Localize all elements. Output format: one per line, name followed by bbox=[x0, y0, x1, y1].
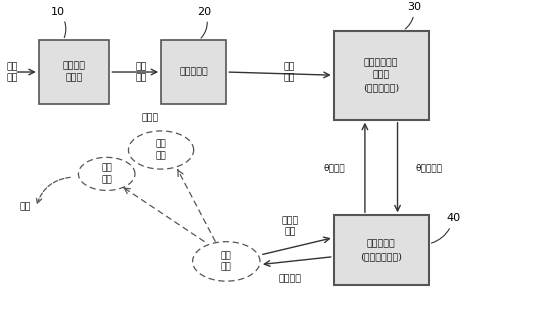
Text: 30: 30 bbox=[405, 2, 421, 29]
Text: 伺服
电机: 伺服 电机 bbox=[156, 140, 166, 160]
Text: 关节
转角: 关节 转角 bbox=[283, 62, 294, 82]
Text: 20: 20 bbox=[197, 6, 211, 38]
Text: θ参考信号: θ参考信号 bbox=[415, 163, 442, 172]
Text: 伺服
电机: 伺服 电机 bbox=[221, 251, 232, 272]
Text: 轨迹生成器: 轨迹生成器 bbox=[179, 67, 208, 76]
Text: 机械臂: 机械臂 bbox=[142, 114, 159, 123]
FancyBboxPatch shape bbox=[161, 40, 226, 104]
Text: 40: 40 bbox=[432, 213, 461, 243]
FancyBboxPatch shape bbox=[334, 215, 429, 285]
FancyBboxPatch shape bbox=[334, 30, 429, 120]
FancyBboxPatch shape bbox=[39, 40, 110, 104]
Text: 示教程序
解释器: 示教程序 解释器 bbox=[63, 61, 86, 82]
Text: 编码器
计数: 编码器 计数 bbox=[282, 216, 299, 237]
Text: 10: 10 bbox=[51, 6, 66, 38]
FancyArrowPatch shape bbox=[37, 177, 70, 203]
Text: 伺服
电机: 伺服 电机 bbox=[101, 164, 112, 184]
Text: 末端: 末端 bbox=[20, 203, 32, 212]
Text: 伺服驱动器
(电机闭环控制): 伺服驱动器 (电机闭环控制) bbox=[360, 240, 402, 261]
Text: 示教
数据: 示教 数据 bbox=[135, 62, 147, 82]
Text: 实时控制程序
及驱动
(含数据缓冲): 实时控制程序 及驱动 (含数据缓冲) bbox=[363, 58, 399, 92]
Text: 电机电流: 电机电流 bbox=[279, 274, 302, 283]
Text: 示教
程序: 示教 程序 bbox=[7, 62, 19, 82]
Text: θ实际值: θ实际值 bbox=[323, 163, 345, 172]
